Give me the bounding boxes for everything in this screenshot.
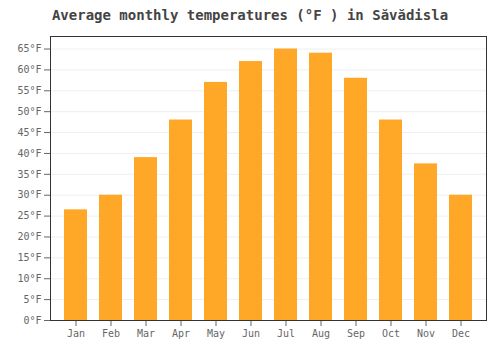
svg-text:45°F: 45°F xyxy=(17,127,41,138)
svg-text:Apr: Apr xyxy=(172,328,190,339)
svg-text:15°F: 15°F xyxy=(17,252,41,263)
svg-text:60°F: 60°F xyxy=(17,64,41,75)
svg-text:Aug: Aug xyxy=(312,328,330,339)
svg-text:0°F: 0°F xyxy=(23,315,41,326)
svg-text:20°F: 20°F xyxy=(17,231,41,242)
svg-text:25°F: 25°F xyxy=(17,210,41,221)
svg-text:Dec: Dec xyxy=(452,328,470,339)
html-text:Average monthly temperatures (: Average monthly temperatures (°F ) in Să… xyxy=(51,7,449,23)
svg-text:Jan: Jan xyxy=(67,328,85,339)
svg-text:Sep: Sep xyxy=(347,328,365,339)
svg-text:35°F: 35°F xyxy=(17,169,41,180)
svg-text:50°F: 50°F xyxy=(17,106,41,117)
svg-text:Nov: Nov xyxy=(417,328,435,339)
svg-text:40°F: 40°F xyxy=(17,148,41,159)
svg-text:10°F: 10°F xyxy=(17,273,41,284)
svg-text:May: May xyxy=(207,328,225,339)
svg-text:Feb: Feb xyxy=(102,328,120,339)
svg-text:Jun: Jun xyxy=(242,328,260,339)
svg-text:55°F: 55°F xyxy=(17,85,41,96)
svg-text:5°F: 5°F xyxy=(23,294,41,305)
svg-text:30°F: 30°F xyxy=(17,189,41,200)
svg-text:Oct: Oct xyxy=(382,328,400,339)
svg-text:65°F: 65°F xyxy=(17,43,41,54)
svg-text:Mar: Mar xyxy=(137,328,155,339)
svg-text:Jul: Jul xyxy=(277,328,295,339)
